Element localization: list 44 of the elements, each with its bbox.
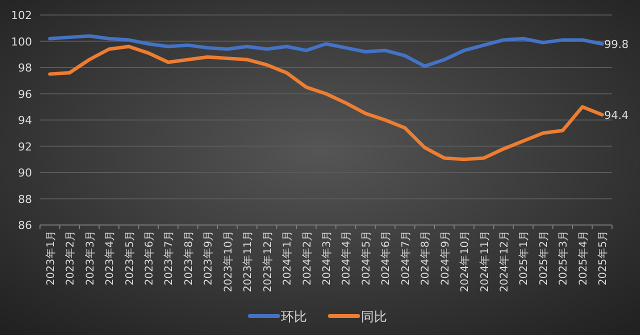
- y-tick-label: 86: [18, 219, 32, 232]
- x-tick-label: 2023年12月: [262, 230, 274, 292]
- x-tick-label: 2023年2月: [64, 230, 77, 286]
- line-series: [48, 44, 604, 162]
- x-tick-label: 2024年11月: [478, 230, 491, 292]
- x-tick-label: 2025年4月: [577, 230, 590, 286]
- x-tick-label: 2023年11月: [242, 230, 254, 292]
- y-tick-label: 94: [18, 114, 32, 127]
- line-series: [48, 34, 604, 68]
- x-tick-label: 2024年2月: [301, 230, 314, 286]
- y-tick-label: 98: [18, 62, 32, 74]
- x-tick-label: 2024年7月: [400, 230, 412, 286]
- x-tick-label: 2024年10月: [459, 230, 472, 292]
- x-tick-label: 2023年8月: [182, 230, 195, 286]
- data-label: 94.4: [604, 108, 629, 122]
- x-tick-label: 2025年3月: [558, 230, 570, 286]
- y-tick-label: 90: [18, 166, 32, 180]
- x-tick-label: 2023年7月: [163, 230, 176, 286]
- x-tick-label: 2023年3月: [84, 230, 96, 286]
- x-tick-label: 2023年5月: [124, 230, 136, 286]
- x-tick-label: 2025年2月: [538, 230, 550, 286]
- x-tick-label: 2024年5月: [360, 230, 372, 286]
- y-tick-label: 92: [18, 140, 32, 154]
- y-tick-label: 102: [11, 9, 32, 22]
- x-tick-label: 2023年1月: [44, 230, 57, 286]
- y-tick-label: 96: [18, 88, 32, 101]
- x-tick-label: 2024年12月: [498, 230, 511, 292]
- x-tick-label: 2024年6月: [380, 230, 392, 286]
- x-tick-label: 2024年1月: [282, 230, 294, 286]
- y-tick-label: 88: [18, 192, 32, 206]
- legend-label: 同比: [361, 310, 387, 325]
- x-tick-label: 2024年8月: [420, 230, 432, 286]
- x-tick-label: 2023年10月: [222, 230, 234, 292]
- x-tick-label: 2024年3月: [321, 230, 333, 286]
- legend-label: 环比: [281, 310, 307, 325]
- x-tick-label: 2023年6月: [143, 230, 156, 286]
- x-tick-label: 2023年4月: [104, 230, 116, 286]
- x-tick-label: 2024年4月: [340, 230, 353, 286]
- x-tick-label: 2024年9月: [439, 230, 452, 286]
- x-tick-label: 2025年5月: [597, 230, 610, 286]
- x-tick-label: 2023年9月: [202, 230, 215, 286]
- x-tick-label: 2025年1月: [518, 230, 530, 286]
- data-label: 99.8: [604, 38, 629, 51]
- y-tick-label: 100: [11, 35, 32, 48]
